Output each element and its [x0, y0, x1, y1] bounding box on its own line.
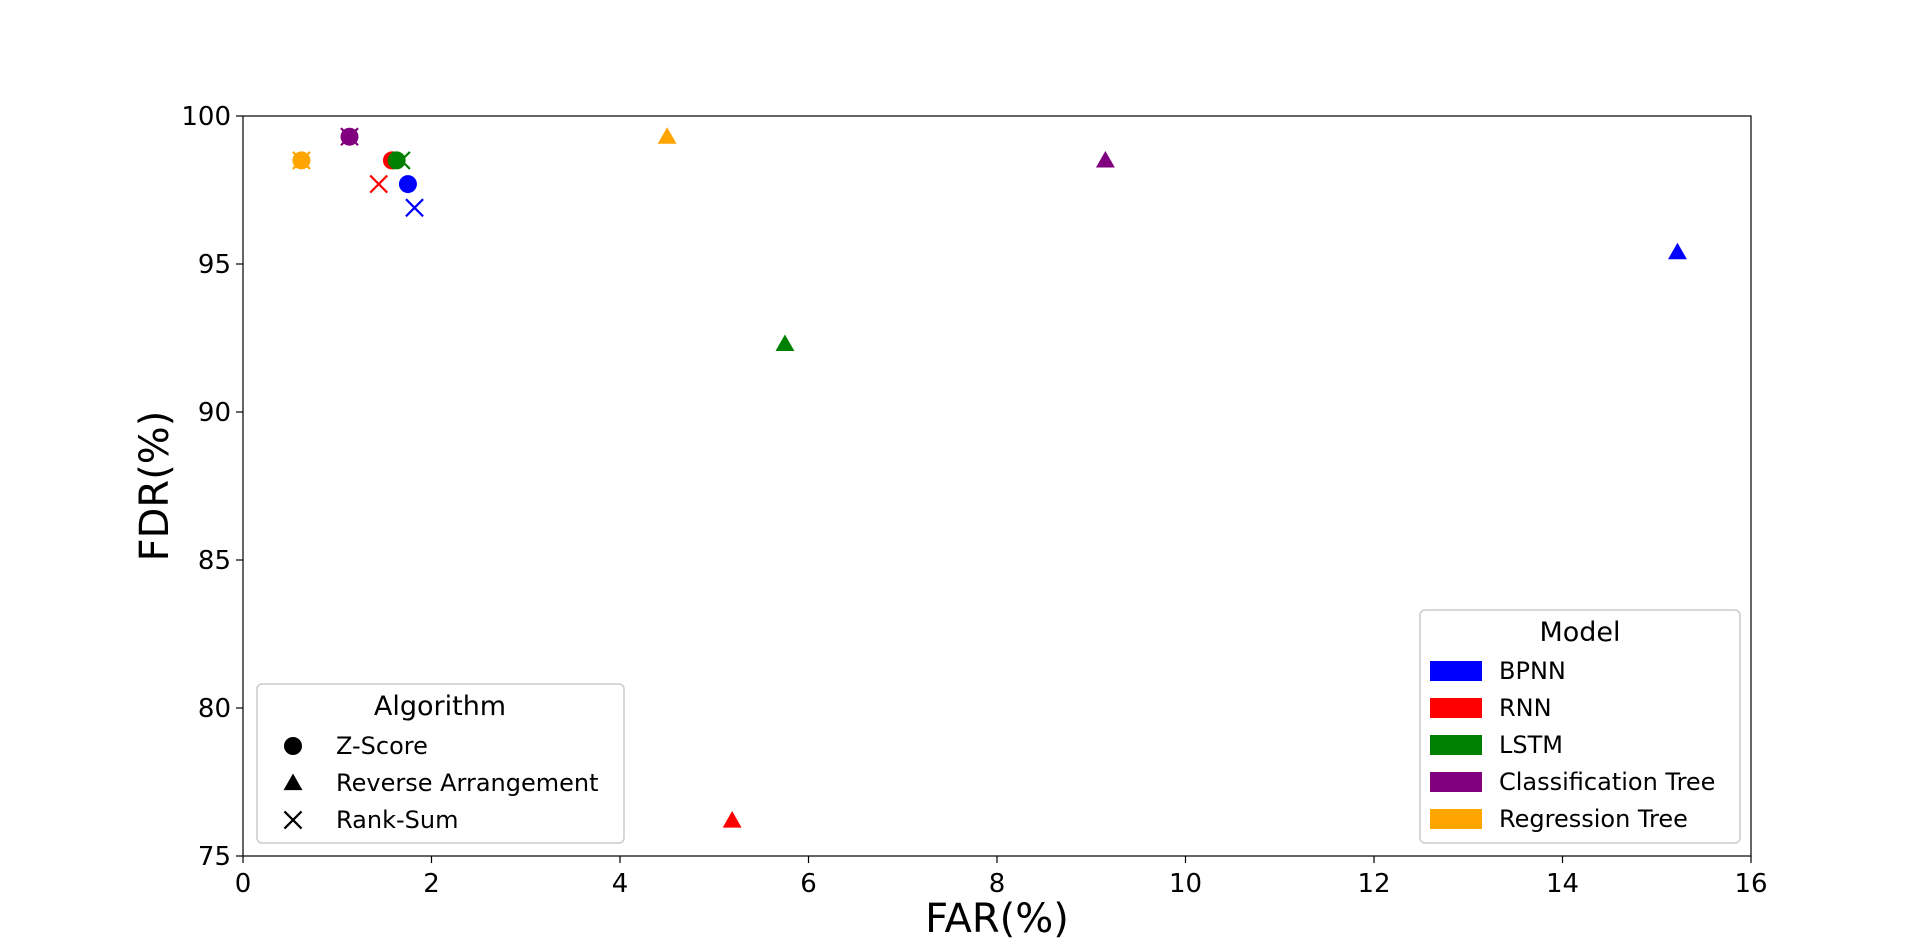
model-legend-swatch: [1430, 809, 1482, 829]
data-point: [775, 334, 795, 352]
data-point: [387, 151, 406, 170]
data-point: [398, 175, 417, 194]
data-point: [369, 174, 389, 194]
model-legend-label: Classification Tree: [1499, 768, 1715, 796]
y-tick-label: 100: [181, 102, 231, 132]
y-axis: 75 80 85 90 95 100: [181, 102, 243, 872]
x-tick-label: 2: [423, 869, 440, 899]
algorithm-legend: Algorithm Z-Score Reverse Arrangement Rank…: [256, 683, 625, 844]
data-point: [1668, 242, 1687, 260]
x-tick-label: 10: [1169, 869, 1202, 899]
data-points: [292, 127, 1687, 828]
x-tick-label: 14: [1546, 869, 1579, 899]
x-tick-label: 8: [989, 869, 1006, 899]
x-tick-label: 0: [235, 869, 252, 899]
data-point: [340, 127, 359, 147]
y-tick-label: 80: [198, 694, 231, 724]
y-axis-title: FDR(%): [132, 411, 178, 562]
y-tick-label: 95: [198, 250, 231, 280]
model-legend-swatch: [1430, 661, 1482, 681]
y-tick-label: 75: [198, 842, 231, 872]
model-legend-label: Regression Tree: [1499, 805, 1688, 833]
algorithm-legend-label: Reverse Arrangement: [336, 769, 599, 797]
algorithm-legend-marker: [283, 773, 303, 791]
data-point: [1095, 150, 1115, 168]
data-point: [405, 198, 424, 218]
x-tick-label: 16: [1734, 869, 1767, 899]
model-legend-label: RNN: [1499, 694, 1552, 722]
y-tick-label: 90: [198, 398, 231, 428]
data-point: [392, 151, 411, 170]
data-point: [657, 127, 677, 144]
algorithm-legend-marker: [284, 737, 302, 755]
model-legend-box: [1419, 609, 1741, 844]
data-point: [292, 151, 311, 170]
algorithm-legend-box: [256, 683, 625, 844]
algorithm-legend-title: Algorithm: [374, 691, 506, 722]
algorithm-legend-label: Rank-Sum: [336, 806, 458, 834]
model-legend-swatch: [1430, 735, 1482, 755]
model-legend-swatch: [1430, 698, 1482, 718]
x-tick-label: 4: [612, 869, 629, 899]
x-tick-label: 12: [1357, 869, 1390, 899]
x-axis-title: FAR(%): [925, 896, 1069, 942]
model-legend-title: Model: [1539, 617, 1620, 648]
algorithm-legend-marker: [283, 810, 303, 830]
model-legend-label: BPNN: [1499, 657, 1566, 685]
model-legend-swatch: [1430, 772, 1482, 792]
y-tick-label: 85: [198, 546, 231, 576]
x-tick-label: 6: [800, 869, 817, 899]
model-legend-label: LSTM: [1499, 731, 1563, 759]
data-point: [722, 811, 742, 828]
x-axis: 0 2 4 6 8 10 12 14 16: [235, 856, 1768, 899]
algorithm-legend-label: Z-Score: [336, 732, 428, 760]
model-legend: Model BPNN RNN LSTM Classification Tree Regr…: [1419, 609, 1741, 844]
